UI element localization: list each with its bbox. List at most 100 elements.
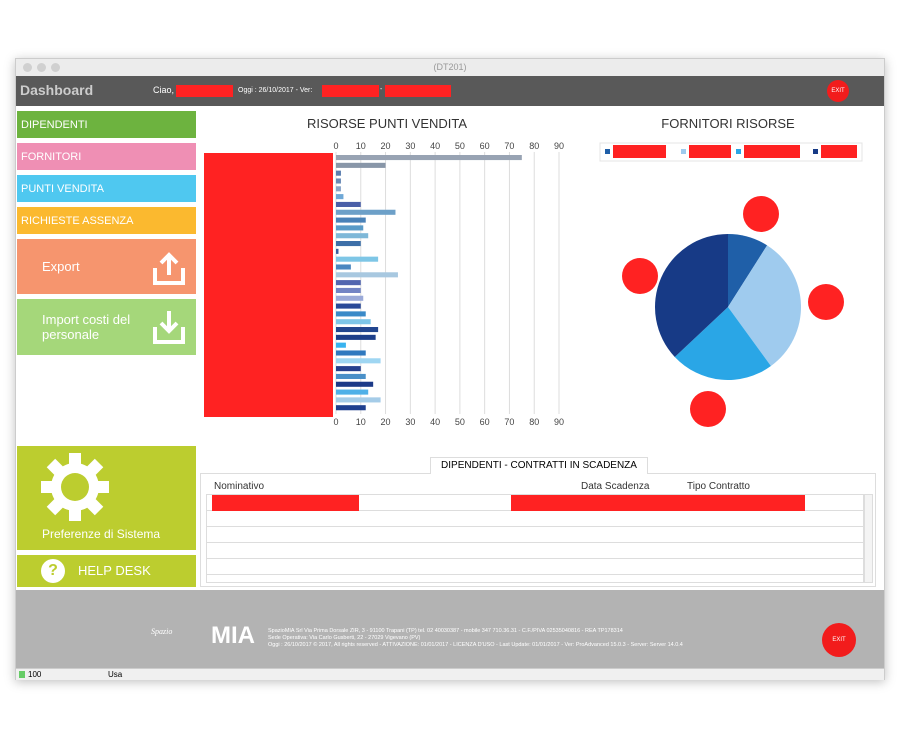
bar: [336, 373, 366, 379]
legend-redaction: [613, 145, 666, 158]
menu-item[interactable]: RICHIESTE ASSENZA: [17, 207, 196, 234]
bar: [336, 209, 396, 215]
footer: Spazio MIA SpazioMIA Srl Via Prima Dorsa…: [16, 590, 884, 668]
bar: [336, 405, 366, 411]
bar: [336, 225, 364, 231]
logo: MIA: [211, 622, 255, 649]
bar: [336, 170, 341, 176]
greeting: Ciao,: [153, 85, 175, 95]
bar: [336, 327, 379, 333]
pie-slice: [728, 234, 768, 307]
label-redaction: [690, 391, 726, 427]
bar: [336, 272, 398, 278]
bar: [336, 241, 361, 247]
bar: [336, 381, 374, 387]
legend-redaction: [744, 145, 800, 158]
bar: [336, 233, 369, 239]
column-header: Tipo Contratto: [687, 481, 750, 492]
column-header: Data Scadenza: [581, 481, 650, 492]
x-tick-label: 50: [455, 141, 465, 151]
chart-title: FORNITORI RISORSE: [661, 116, 795, 131]
x-tick-label: 10: [356, 417, 366, 427]
export-button[interactable]: Export: [17, 239, 196, 294]
legend-swatch: [813, 149, 818, 154]
x-tick-label: 90: [554, 141, 564, 151]
legend-redaction: [689, 145, 731, 158]
x-tick-label: 70: [504, 417, 514, 427]
zoom: 100: [28, 670, 42, 679]
helpdesk-label: HELP DESK: [78, 563, 151, 578]
locale: Usa: [108, 670, 123, 679]
x-tick-label: 60: [480, 417, 490, 427]
x-tick-label: 30: [405, 141, 415, 151]
bar: [336, 217, 366, 223]
bar: [336, 186, 341, 192]
menu-item[interactable]: PUNTI VENDITA: [17, 175, 196, 202]
label-redaction: [808, 284, 844, 320]
x-tick-label: 20: [381, 417, 391, 427]
footer-line: Sede Operativa: Via Carlo Gusberti, 22 -…: [268, 635, 421, 641]
bar: [336, 311, 366, 317]
import-button[interactable]: Import costi del personale: [17, 299, 196, 355]
bar: [336, 358, 381, 364]
x-tick-label: 80: [529, 417, 539, 427]
bar: [336, 350, 366, 356]
x-tick-label: 60: [480, 141, 490, 151]
bar: [336, 342, 346, 348]
legend-swatch: [605, 149, 610, 154]
bar: [336, 194, 344, 200]
bar: [336, 295, 364, 301]
pie-slice: [674, 307, 771, 380]
bar: [336, 155, 522, 161]
pie-slice: [728, 245, 802, 367]
pie-slice: [655, 234, 728, 357]
exit-button[interactable]: EXIT: [827, 80, 849, 102]
separator: -: [380, 86, 383, 93]
helpdesk-button[interactable]: ? HELP DESK: [17, 555, 196, 587]
bar: [336, 389, 369, 395]
menu-item[interactable]: DIPENDENTI: [17, 111, 196, 138]
x-tick-label: 0: [333, 141, 338, 151]
x-tick-label: 0: [333, 417, 338, 427]
chart-title: RISORSE PUNTI VENDITA: [307, 116, 467, 131]
export-label: Export: [42, 259, 80, 274]
column-header: Nominativo: [214, 481, 265, 492]
bar: [336, 287, 361, 293]
x-tick-label: 30: [405, 417, 415, 427]
table-title: DIPENDENTI - CONTRATTI IN SCADENZA: [430, 457, 648, 474]
window-title: (DT201): [433, 62, 467, 72]
label-redaction: [743, 196, 779, 232]
title-bar: (DT201): [16, 59, 884, 76]
x-tick-label: 70: [504, 141, 514, 151]
preferences-button[interactable]: Preferenze di Sistema: [17, 446, 196, 550]
header: Dashboard Ciao, Oggi : 26/10/2017 - Ver:…: [16, 76, 884, 106]
legend-swatch: [736, 149, 741, 154]
upload-icon: [153, 252, 185, 285]
bar: [336, 256, 379, 262]
x-tick-label: 40: [430, 141, 440, 151]
legend-redaction: [821, 145, 857, 158]
bar: [336, 366, 361, 372]
x-tick-label: 10: [356, 141, 366, 151]
bar: [336, 319, 371, 325]
bar: [336, 303, 361, 309]
bar: [336, 334, 376, 340]
x-tick-label: 80: [529, 141, 539, 151]
preferences-label: Preferenze di Sistema: [42, 527, 161, 541]
footer-line: SpazioMIA Srl Via Prima Dorsale ZIR, 3 -…: [268, 628, 623, 634]
legend-swatch: [681, 149, 686, 154]
header-title: Dashboard: [20, 82, 94, 98]
bar: [336, 162, 386, 168]
date: Oggi : 26/10/2017 - Ver:: [238, 87, 313, 94]
logo-small: Spazio: [151, 627, 173, 636]
menu-item[interactable]: FORNITORI: [17, 143, 196, 170]
exit-button[interactable]: EXIT: [822, 623, 856, 657]
x-tick-label: 20: [381, 141, 391, 151]
x-tick-label: 40: [430, 417, 440, 427]
x-tick-label: 50: [455, 417, 465, 427]
label-redaction: [622, 258, 658, 294]
status-bar: 100 Usa: [16, 668, 884, 680]
import-label: Import costi del personale: [42, 312, 131, 342]
